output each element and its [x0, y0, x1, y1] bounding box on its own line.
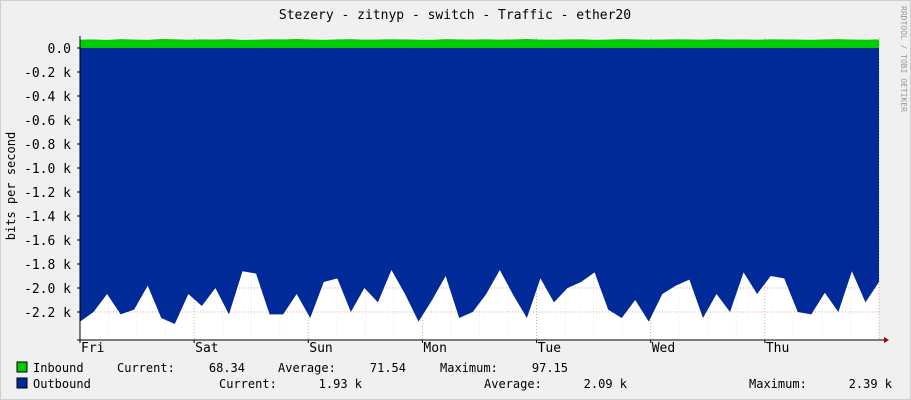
y-tick-label: -1.0 k — [24, 162, 71, 177]
y-tick-label: -1.8 k — [24, 258, 71, 273]
legend-current-value-outbound: 1.93 k — [319, 377, 363, 391]
x-tick-label: Thu — [766, 341, 789, 356]
x-tick-label: Tue — [538, 341, 562, 356]
legend-swatch-outbound — [16, 377, 28, 389]
y-tick-label: 0.0 — [48, 42, 71, 57]
y-tick-label: -1.4 k — [24, 210, 71, 225]
legend-average-label-inbound: Average: — [278, 361, 336, 375]
y-tick-label: -0.4 k — [24, 90, 71, 105]
x-tick-label: Mon — [423, 341, 446, 356]
x-tick-labels: Fri Sat Sun Mon Tue Wed Thu — [81, 341, 789, 356]
series-layer — [80, 39, 879, 324]
series-outbound-area — [80, 48, 879, 324]
legend-maximum-value-outbound: 2.39 k — [849, 377, 893, 391]
legend-row-inbound: Inbound Current: 68.34 Average: 71.54 Ma… — [16, 361, 568, 375]
x-tick-label: Sat — [195, 341, 218, 356]
legend-average-label-outbound: Average: — [484, 377, 542, 391]
y-tick-label: -2.2 k — [24, 306, 71, 321]
legend-maximum-value-inbound: 97.15 — [532, 361, 568, 375]
legend-maximum-label-outbound: Maximum: — [749, 377, 807, 391]
legend-swatch-inbound — [16, 361, 28, 373]
y-axis-label: bits per second — [4, 132, 18, 240]
legend-maximum-label-inbound: Maximum: — [440, 361, 498, 375]
x-tick-label: Sun — [309, 341, 332, 356]
legend-average-value-inbound: 71.54 — [370, 361, 406, 375]
legend-current-label-inbound: Current: — [117, 361, 175, 375]
y-tick-label: -0.8 k — [24, 138, 71, 153]
axes — [77, 36, 889, 343]
y-tick-label: -0.6 k — [24, 114, 71, 129]
legend: Inbound Current: 68.34 Average: 71.54 Ma… — [16, 361, 893, 391]
y-tick-label: -0.2 k — [24, 66, 71, 81]
y-tick-label: -2.0 k — [24, 282, 71, 297]
legend-row-outbound: Outbound Current: 1.93 k Average: 2.09 k… — [16, 377, 893, 391]
y-tick-label: -1.2 k — [24, 186, 71, 201]
legend-current-value-inbound: 68.34 — [209, 361, 245, 375]
legend-current-label-outbound: Current: — [219, 377, 277, 391]
legend-average-value-outbound: 2.09 k — [584, 377, 628, 391]
x-tick-label: Fri — [81, 341, 104, 356]
legend-label-inbound: Inbound — [33, 361, 84, 375]
x-tick-label: Wed — [652, 341, 675, 356]
legend-label-outbound: Outbound — [33, 377, 91, 391]
x-axis-arrow — [884, 337, 889, 343]
y-tick-labels: 0.0 -0.2 k -0.4 k -0.6 k -0.8 k -1.0 k -1.2 k -… — [24, 42, 71, 321]
chart-title: Stezery - zitnyp - switch - Traffic - et… — [279, 8, 631, 23]
series-inbound-area — [80, 39, 879, 48]
y-tick-label: -1.6 k — [24, 234, 71, 249]
rrdtool-watermark: RRDTOOL / TOBI OETIKER — [899, 6, 908, 112]
